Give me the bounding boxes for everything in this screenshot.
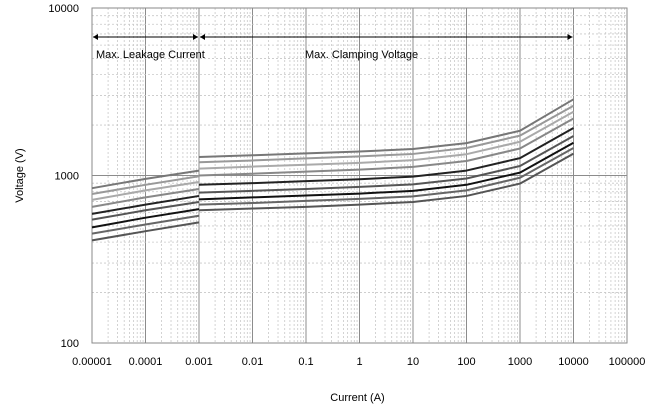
- leakage-series-line: [91, 188, 200, 208]
- clamping-series-line: [198, 141, 574, 201]
- y-tick-labels: 100 1000 10000: [48, 3, 79, 350]
- x-tick-label: 10: [407, 356, 419, 368]
- x-tick-label: 1000: [508, 356, 532, 368]
- leakage-series-line: [91, 175, 200, 196]
- leakage-series-line: [91, 194, 200, 215]
- leakage-series-line: [91, 200, 200, 221]
- arrowhead-left-icon: [200, 34, 205, 40]
- x-tick-label: 0.0001: [129, 356, 163, 368]
- clamping-series-line: [198, 104, 574, 164]
- clamping-series-line: [198, 110, 574, 170]
- clamping-series-line: [198, 127, 574, 186]
- arrowhead-left-icon: [93, 34, 98, 40]
- arrowhead-right-icon: [567, 34, 573, 40]
- x-tick-label: 1: [356, 356, 362, 368]
- clamping-series-line: [198, 98, 575, 158]
- x-tick-label: 0.01: [242, 356, 263, 368]
- x-tick-label: 0.00001: [72, 356, 112, 368]
- series-group: [91, 98, 575, 242]
- annotation-label: Max. Leakage Current: [96, 49, 205, 61]
- plot-frame: [91, 7, 628, 344]
- x-axis-title: Current (A): [330, 392, 384, 404]
- annotation-label: Max. Clamping Voltage: [305, 49, 418, 61]
- leakage-series-line: [91, 214, 200, 235]
- y-tick-label: 100: [61, 338, 79, 350]
- x-tick-label: 100000: [609, 356, 646, 368]
- clamping-series-line: [198, 135, 574, 194]
- annotations: Max. Leakage Current Max. Clamping Voltag…: [93, 34, 573, 61]
- arrowhead-right-icon: [193, 34, 198, 40]
- x-tick-label: 0.1: [298, 356, 313, 368]
- y-tick-label: 1000: [55, 171, 79, 183]
- clamping-series-line: [198, 152, 574, 212]
- x-tick-labels: 0.00001 0.0001 0.001 0.01 0.1 1 10 100 1000 10000…: [72, 356, 645, 368]
- leakage-series-line: [91, 221, 200, 242]
- clamping-series-line: [198, 147, 574, 206]
- x-tick-label: 100: [457, 356, 475, 368]
- leakage-series-line: [91, 208, 200, 229]
- clamping-series-line: [198, 117, 574, 177]
- x-tick-label: 0.001: [185, 356, 213, 368]
- leakage-series-line: [91, 169, 200, 190]
- x-tick-label: 10000: [558, 356, 589, 368]
- y-tick-label: 10000: [48, 3, 79, 15]
- y-axis-title: Voltage (V): [14, 148, 26, 202]
- leakage-series-line: [91, 180, 200, 201]
